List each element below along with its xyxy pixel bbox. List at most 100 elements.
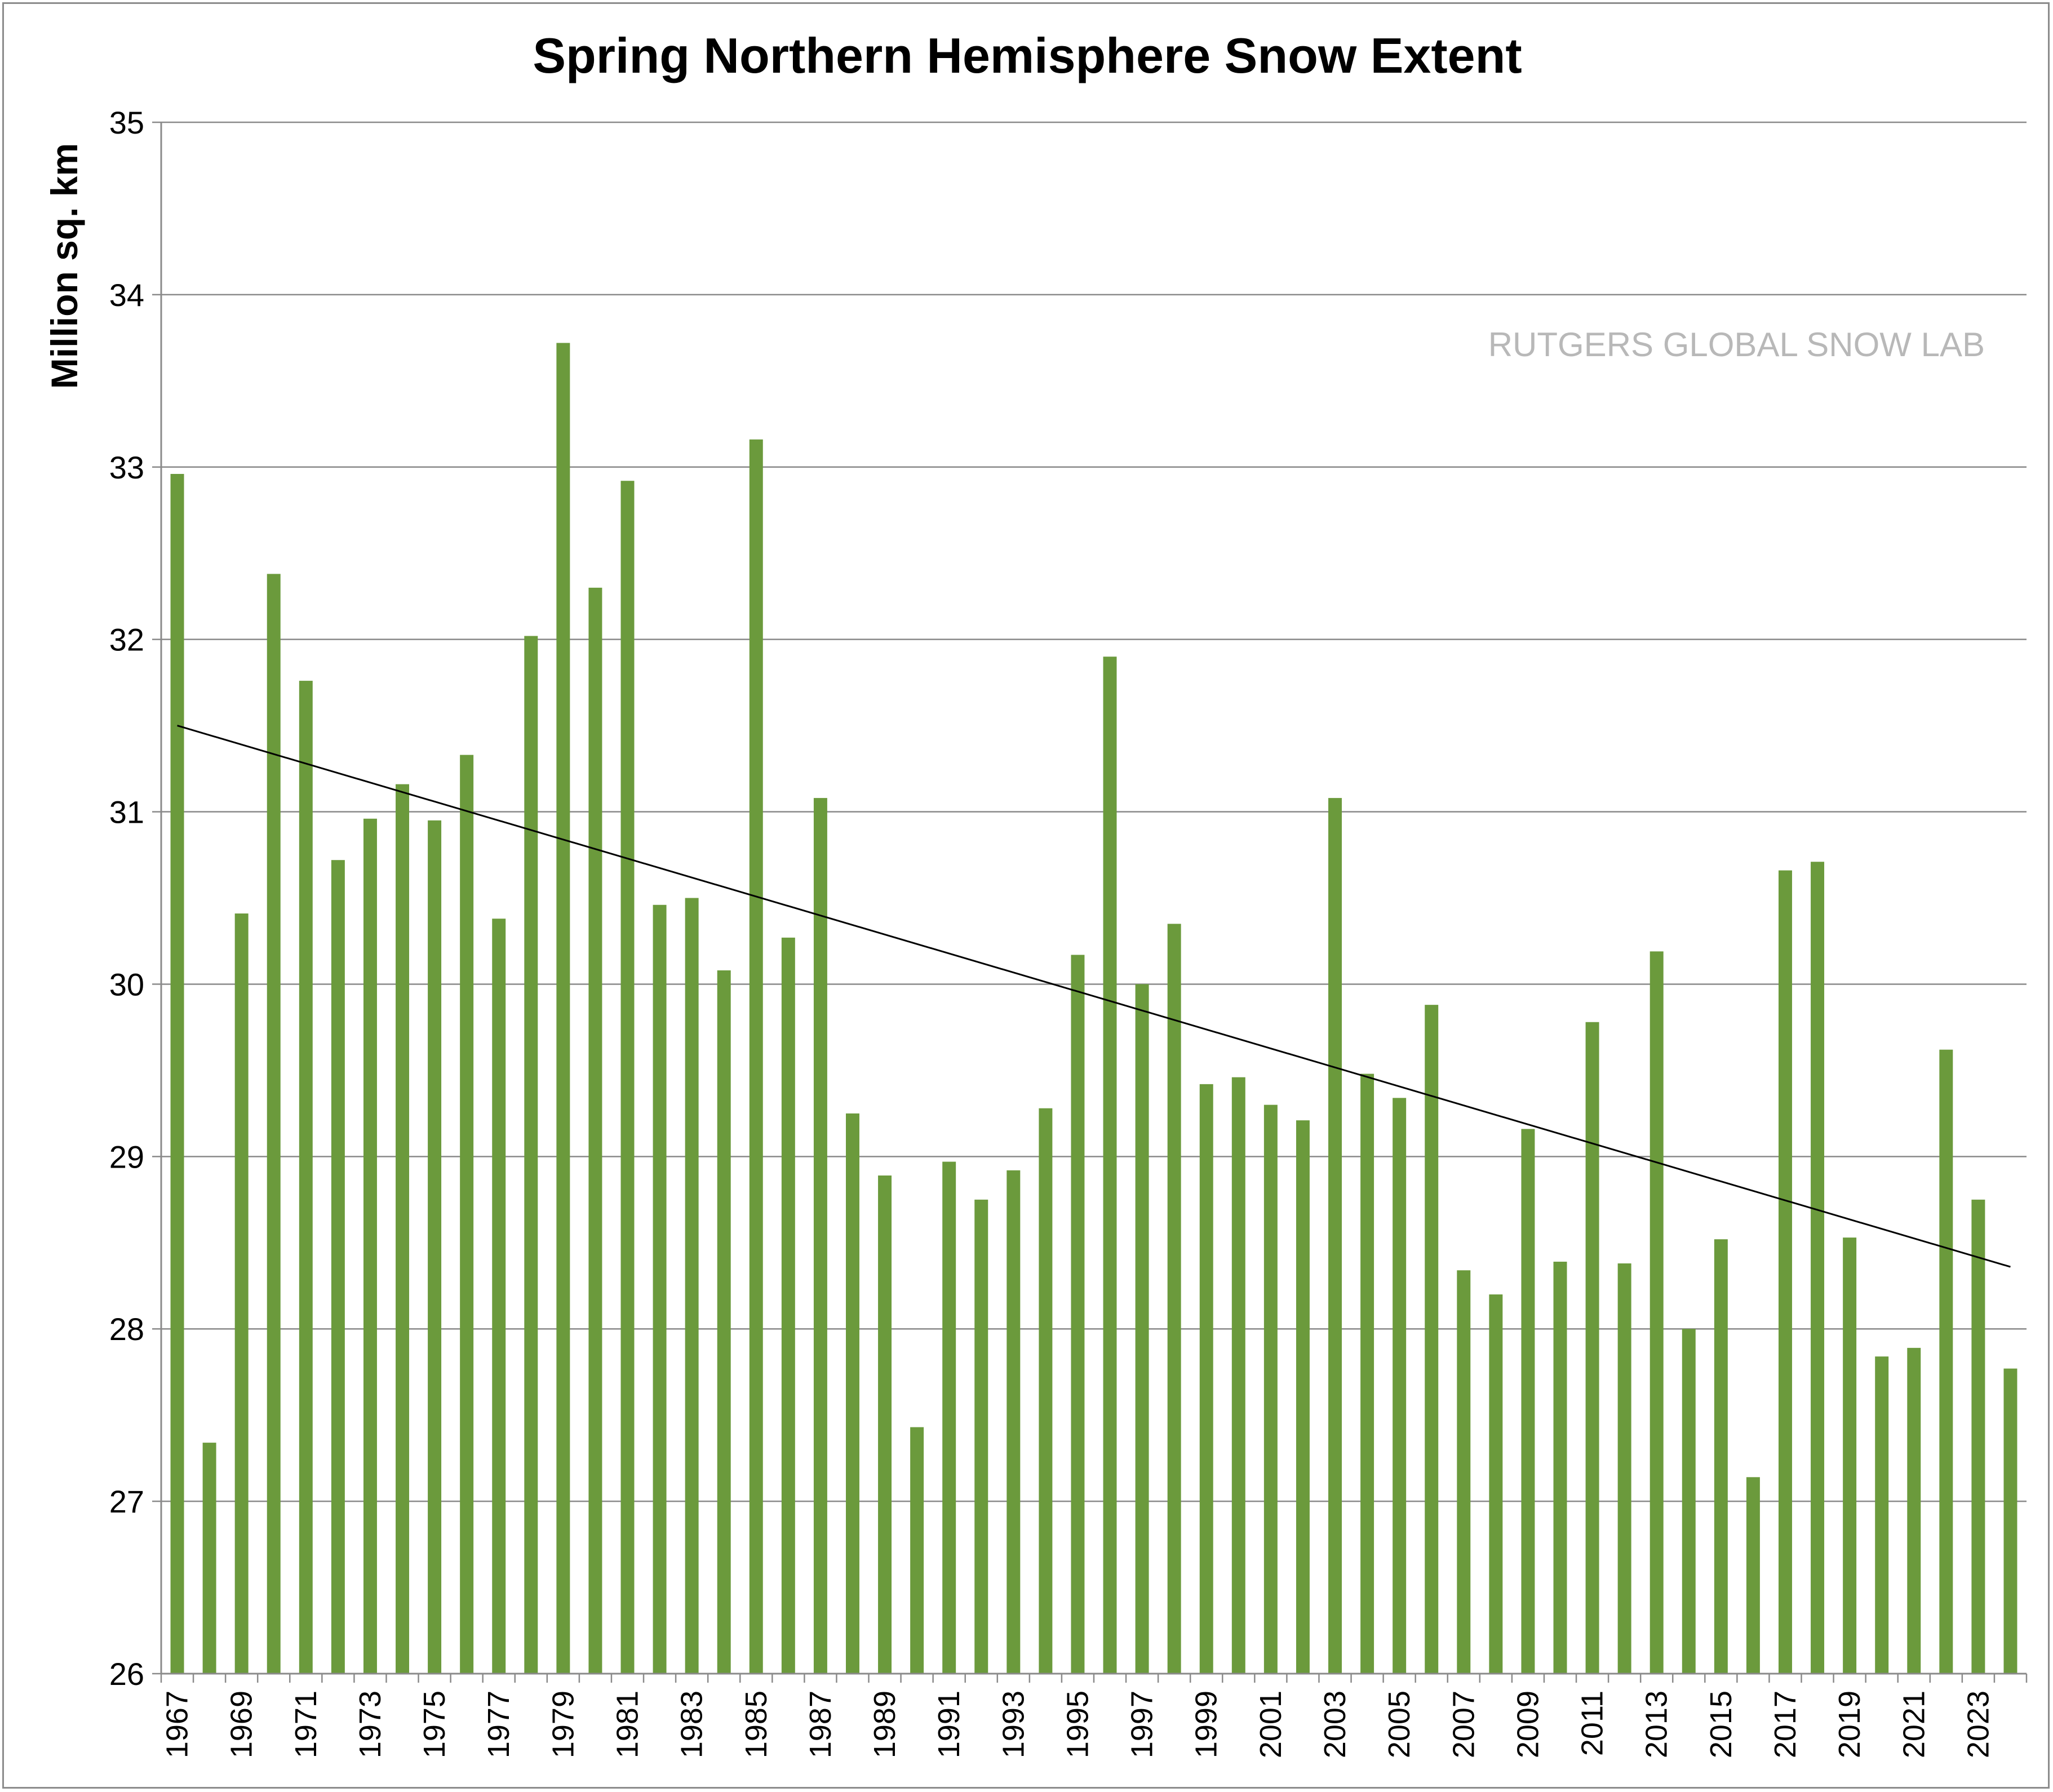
y-axis-label: Million sq. km: [43, 143, 85, 389]
bar-1984: [717, 970, 731, 1674]
watermark-text: RUTGERS GLOBAL SNOW LAB: [1488, 326, 1985, 363]
bar-1981: [620, 481, 635, 1674]
y-tick-label: 30: [109, 966, 144, 1002]
y-tick-label: 26: [109, 1656, 144, 1692]
x-tick-label: 2009: [1511, 1691, 1545, 1758]
x-tick-label: 2007: [1447, 1691, 1480, 1758]
x-tick-label: 2023: [1961, 1691, 1995, 1758]
bar-1975: [428, 820, 442, 1674]
bar-1978: [524, 636, 538, 1674]
bar-1980: [588, 587, 602, 1674]
y-tick-label: 32: [109, 622, 144, 658]
bar-2001: [1263, 1105, 1278, 1674]
y-tick-label: 31: [109, 795, 144, 830]
bar-2009: [1521, 1129, 1535, 1674]
bar-2005: [1393, 1098, 1407, 1674]
x-tick-label: 2013: [1640, 1691, 1674, 1758]
axes: [152, 121, 2028, 1683]
bar-1993: [1006, 1170, 1021, 1674]
x-tick-label: 1973: [353, 1691, 387, 1758]
bar-1982: [653, 904, 667, 1674]
bar-2017: [1778, 870, 1792, 1674]
x-tick-label: 2015: [1704, 1691, 1738, 1758]
x-tick-label: 1991: [932, 1691, 966, 1758]
x-tick-label: 1981: [611, 1691, 645, 1758]
x-tick-label: 1995: [1061, 1691, 1094, 1758]
x-tick-label: 1977: [482, 1691, 516, 1758]
x-tick-label: 1979: [546, 1691, 580, 1758]
trendline-layer: [177, 725, 2011, 1268]
bar-1987: [813, 798, 827, 1674]
bar-2023: [1971, 1199, 1985, 1674]
x-tick-label: 1997: [1125, 1691, 1159, 1758]
bar-2010: [1553, 1261, 1567, 1674]
bar-1989: [878, 1175, 892, 1674]
bar-1985: [749, 439, 763, 1674]
bar-1973: [363, 818, 377, 1674]
bar-1968: [202, 1443, 216, 1674]
x-tick-label: 1993: [996, 1691, 1030, 1758]
bar-1976: [460, 755, 474, 1674]
bar-2002: [1296, 1120, 1310, 1674]
bar-1994: [1039, 1108, 1053, 1674]
bar-1977: [492, 919, 506, 1674]
bar-2003: [1328, 798, 1342, 1674]
x-tick-label: 1969: [225, 1691, 259, 1758]
chart-title: Spring Northern Hemisphere Snow Extent: [533, 28, 1522, 83]
bar-2021: [1907, 1347, 1921, 1674]
x-tick-label: 2021: [1897, 1691, 1931, 1758]
bar-2022: [1939, 1049, 1953, 1674]
x-tick-label: 1983: [675, 1691, 709, 1758]
bar-1996: [1103, 657, 1117, 1674]
bar-2008: [1489, 1294, 1503, 1674]
x-tick-label: 2011: [1576, 1691, 1609, 1756]
bar-1998: [1167, 924, 1181, 1674]
bar-1999: [1199, 1084, 1213, 1674]
bar-2015: [1714, 1239, 1728, 1674]
bar-1979: [556, 343, 570, 1674]
bar-1967: [170, 474, 184, 1674]
y-tick-label: 28: [109, 1311, 144, 1347]
y-tick-label: 35: [109, 105, 144, 140]
bar-2016: [1746, 1477, 1760, 1674]
bar-2014: [1682, 1329, 1696, 1674]
bar-2007: [1457, 1270, 1471, 1674]
bar-2006: [1425, 1005, 1439, 1674]
bar-1992: [974, 1199, 988, 1674]
bar-1997: [1135, 984, 1149, 1674]
bar-1974: [396, 784, 410, 1674]
bar-1988: [845, 1113, 859, 1674]
x-tick-label: 1971: [289, 1691, 323, 1758]
x-tick-label: 1987: [804, 1691, 837, 1758]
bar-1969: [234, 913, 249, 1674]
bar-2004: [1360, 1074, 1374, 1674]
x-tick-label: 1989: [868, 1691, 902, 1758]
bar-1972: [331, 860, 345, 1674]
x-tick-label: 1999: [1190, 1691, 1223, 1758]
y-tick-label: 34: [109, 277, 144, 313]
x-tick-label: 2019: [1833, 1691, 1866, 1758]
bars: [170, 343, 2017, 1674]
x-tick-label: 2003: [1318, 1691, 1352, 1758]
y-tick-label: 27: [109, 1484, 144, 1519]
bar-1970: [267, 574, 281, 1674]
x-tick-label: 1975: [418, 1691, 451, 1758]
x-tick-label: 2017: [1768, 1691, 1802, 1758]
bar-2013: [1650, 951, 1664, 1674]
bar-2018: [1811, 862, 1825, 1674]
bar-1995: [1071, 955, 1085, 1674]
bar-2020: [1875, 1356, 1889, 1674]
x-tick-label: 1967: [161, 1691, 194, 1758]
trendline: [177, 725, 2011, 1268]
bar-1983: [685, 898, 699, 1674]
bar-2011: [1585, 1022, 1599, 1674]
y-tick-label: 29: [109, 1139, 144, 1174]
bar-2000: [1231, 1077, 1245, 1674]
bar-2012: [1617, 1263, 1631, 1674]
bar-2024: [2003, 1368, 2017, 1674]
labels: Spring Northern Hemisphere Snow Extent M…: [43, 28, 1995, 1758]
bar-1986: [781, 937, 795, 1674]
bar-1971: [299, 681, 313, 1674]
bar-1991: [942, 1161, 956, 1674]
